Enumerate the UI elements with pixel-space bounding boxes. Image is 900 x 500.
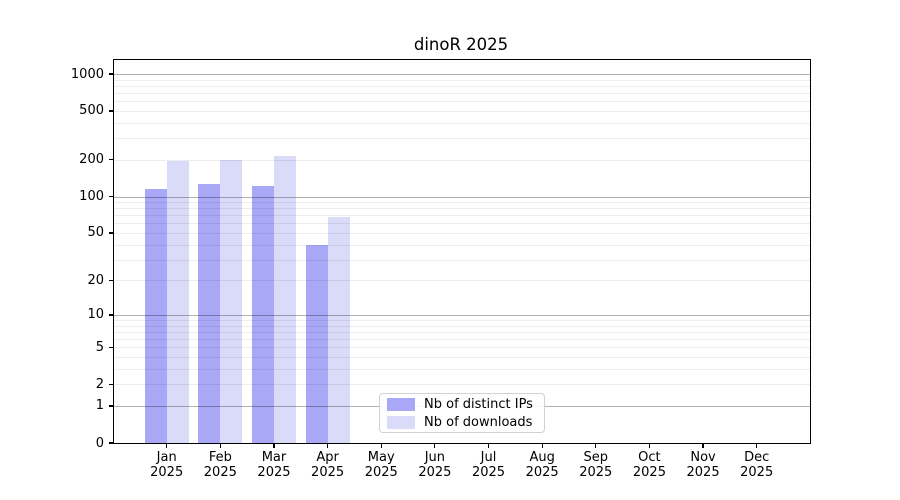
- legend: Nb of distinct IPs Nb of downloads: [379, 393, 545, 433]
- y-tick-mark: [109, 383, 113, 385]
- gridline-major: [114, 196, 810, 198]
- x-tick-label: Jul 2025: [471, 450, 506, 480]
- x-tick-label: Jan 2025: [150, 450, 184, 480]
- y-tick-label: 1000: [70, 66, 104, 82]
- x-tick-label: Feb 2025: [203, 450, 237, 480]
- x-tick-label: May 2025: [364, 450, 398, 480]
- y-tick-label: 500: [79, 103, 104, 119]
- gridline-minor: [114, 320, 810, 322]
- y-tick-label: 1: [95, 398, 104, 414]
- gridline-minor: [114, 208, 810, 210]
- y-tick-label: 50: [87, 225, 104, 241]
- gridline-minor: [114, 101, 810, 103]
- gridline-minor: [114, 223, 810, 225]
- gridline-minor: [114, 384, 810, 386]
- x-tick-label: Jun 2025: [418, 450, 452, 480]
- x-tick-mark: [541, 444, 543, 448]
- x-tick-mark: [273, 444, 275, 448]
- legend-item-downloads: Nb of downloads: [387, 414, 544, 430]
- chart-title: dinoR 2025: [413, 35, 509, 54]
- y-tick-mark: [109, 159, 113, 161]
- gridline-minor: [114, 368, 810, 370]
- y-tick-label: 100: [79, 189, 104, 204]
- gridline-major: [114, 74, 810, 75]
- bar-downloads: [327, 216, 350, 443]
- gridline-minor: [114, 138, 810, 140]
- bar-downloads: [166, 160, 189, 443]
- gridline-minor: [114, 232, 810, 234]
- gridline-minor: [114, 331, 810, 333]
- x-tick-label: Nov 2025: [686, 450, 720, 480]
- x-tick-mark: [380, 444, 382, 448]
- y-tick-label: 200: [79, 152, 104, 168]
- gridline-minor: [114, 215, 810, 217]
- y-tick-label: 10: [87, 307, 104, 323]
- x-tick-mark: [648, 444, 650, 448]
- gridline-minor: [114, 347, 810, 349]
- x-tick-mark: [702, 444, 704, 448]
- y-tick-mark: [109, 110, 113, 112]
- x-tick-mark: [756, 444, 758, 448]
- gridline-minor: [114, 110, 810, 112]
- y-tick-mark: [109, 346, 113, 348]
- x-tick-label: Aug 2025: [525, 450, 559, 480]
- gridline-minor: [114, 259, 810, 261]
- bar-distinct-ips: [198, 183, 221, 443]
- x-tick-mark: [327, 444, 329, 448]
- y-tick-mark: [109, 405, 113, 407]
- bar-distinct-ips: [305, 244, 328, 443]
- x-tick-mark: [219, 444, 221, 448]
- gridline-minor: [114, 244, 810, 246]
- y-tick-mark: [109, 314, 113, 316]
- gridline-major: [114, 314, 810, 316]
- x-tick-label: Sep 2025: [579, 450, 613, 480]
- gridline-minor: [114, 79, 810, 81]
- gridline-minor: [114, 357, 810, 359]
- gridline-minor: [114, 339, 810, 341]
- x-tick-label: Dec 2025: [740, 450, 774, 480]
- x-tick-mark: [434, 444, 436, 448]
- x-tick-label: Apr 2025: [311, 450, 345, 480]
- bar-downloads: [273, 156, 296, 443]
- legend-label-downloads: Nb of downloads: [424, 414, 533, 430]
- legend-swatch-distinct-ips: [387, 397, 415, 411]
- x-tick-label: Mar 2025: [257, 450, 291, 480]
- gridline-minor: [114, 325, 810, 327]
- gridline-minor: [114, 280, 810, 282]
- bar-distinct-ips: [251, 186, 274, 443]
- gridline-minor: [114, 93, 810, 95]
- gridline-minor: [114, 159, 810, 161]
- y-tick-mark: [109, 232, 113, 234]
- bar-downloads: [220, 160, 243, 443]
- y-tick-label: 5: [95, 339, 104, 355]
- y-tick-mark: [109, 73, 113, 75]
- x-tick-label: Oct 2025: [632, 450, 666, 480]
- y-tick-mark: [109, 442, 113, 444]
- gridline-minor: [114, 85, 810, 87]
- y-tick-mark: [109, 195, 113, 198]
- y-tick-mark: [109, 279, 113, 281]
- legend-label-distinct-ips: Nb of distinct IPs: [424, 396, 533, 412]
- y-tick-label: 20: [87, 272, 104, 288]
- bar-distinct-ips: [144, 189, 167, 443]
- x-tick-mark: [487, 444, 490, 448]
- y-tick-label: 2: [95, 376, 104, 392]
- y-tick-label: 0: [95, 435, 104, 451]
- gridline-minor: [114, 122, 810, 124]
- x-tick-mark: [166, 444, 168, 448]
- x-tick-mark: [595, 444, 597, 448]
- gridline-minor: [114, 202, 810, 204]
- legend-item-distinct-ips: Nb of distinct IPs: [387, 396, 544, 412]
- legend-swatch-downloads: [387, 415, 415, 429]
